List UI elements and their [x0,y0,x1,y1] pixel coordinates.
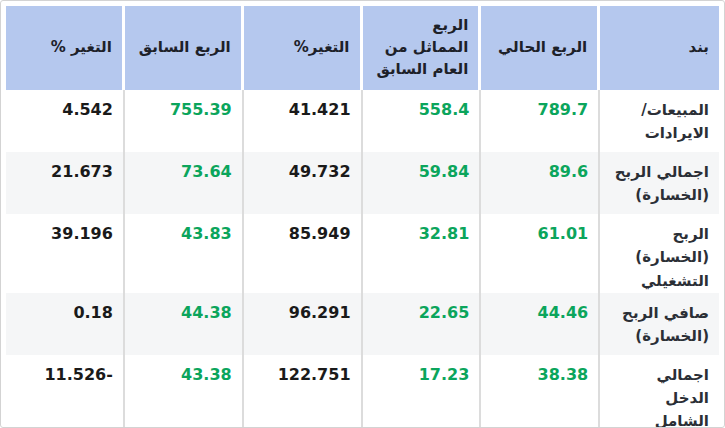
same-quarter-last-year-value: 558.4 [363,90,482,152]
same-quarter-last-year-value: 22.65 [363,293,482,355]
header-row: بند الربع الحالي الربع المماثل من العام … [6,6,719,90]
change-yoy-value: 85.949 [244,214,363,293]
change-yoy-value: 122.751 [244,355,363,428]
same-quarter-last-year-value: 59.84 [363,152,482,214]
item-label: صافي الربح (الخسارة) [600,293,719,355]
previous-quarter-value: 43.38 [125,355,244,428]
previous-quarter-value: 43.83 [125,214,244,293]
header-cell-change-qoq: التغير % [6,6,125,90]
table-row-sales-revenues: المبيعات/ الايرادات 789.7 558.4 41.421 7… [6,90,719,152]
header-cell-previous-quarter: الربع السابق [125,6,244,90]
current-quarter-value: 89.6 [481,152,600,214]
change-qoq-value: 21.673 [6,152,125,214]
change-qoq-value: 39.196 [6,214,125,293]
table-row-operating-profit: الربح (الخسارة) التشغيلي 61.01 32.81 85.… [6,214,719,293]
item-label: المبيعات/ الايرادات [600,90,719,152]
table-row-net-profit: صافي الربح (الخسارة) 44.46 22.65 96.291 … [6,293,719,355]
table-body: المبيعات/ الايرادات 789.7 558.4 41.421 7… [6,90,719,428]
same-quarter-last-year-value: 32.81 [363,214,482,293]
previous-quarter-value: 73.64 [125,152,244,214]
quarterly-results-panel: بند الربع الحالي الربع المماثل من العام … [0,0,725,428]
change-yoy-value: 41.421 [244,90,363,152]
change-yoy-value: 96.291 [244,293,363,355]
header-cell-current-quarter: الربع الحالي [481,6,600,90]
previous-quarter-value: 755.39 [125,90,244,152]
current-quarter-value: 44.46 [481,293,600,355]
same-quarter-last-year-value: 17.23 [363,355,482,428]
table-header: بند الربع الحالي الربع المماثل من العام … [6,6,719,90]
header-cell-same-quarter-last-year: الربع المماثل من العام السابق [363,6,482,90]
previous-quarter-value: 44.38 [125,293,244,355]
change-qoq-value: 4.542 [6,90,125,152]
table-row-total-comprehensive-income: اجمالي الدخل الشامل 38.38 17.23 122.751 … [6,355,719,428]
item-label: الربح (الخسارة) التشغيلي [600,214,719,293]
current-quarter-value: 38.38 [481,355,600,428]
change-yoy-value: 49.732 [244,152,363,214]
change-qoq-value: 0.18 [6,293,125,355]
current-quarter-value: 789.7 [481,90,600,152]
item-label: اجمالي الدخل الشامل [600,355,719,428]
current-quarter-value: 61.01 [481,214,600,293]
item-label: اجمالي الربح (الخسارة) [600,152,719,214]
change-qoq-value: -11.526 [6,355,125,428]
header-cell-change-yoy: التغير% [244,6,363,90]
table-row-gross-profit: اجمالي الربح (الخسارة) 89.6 59.84 49.732… [6,152,719,214]
header-cell-item: بند [600,6,719,90]
financial-results-table: بند الربع الحالي الربع المماثل من العام … [6,6,719,428]
